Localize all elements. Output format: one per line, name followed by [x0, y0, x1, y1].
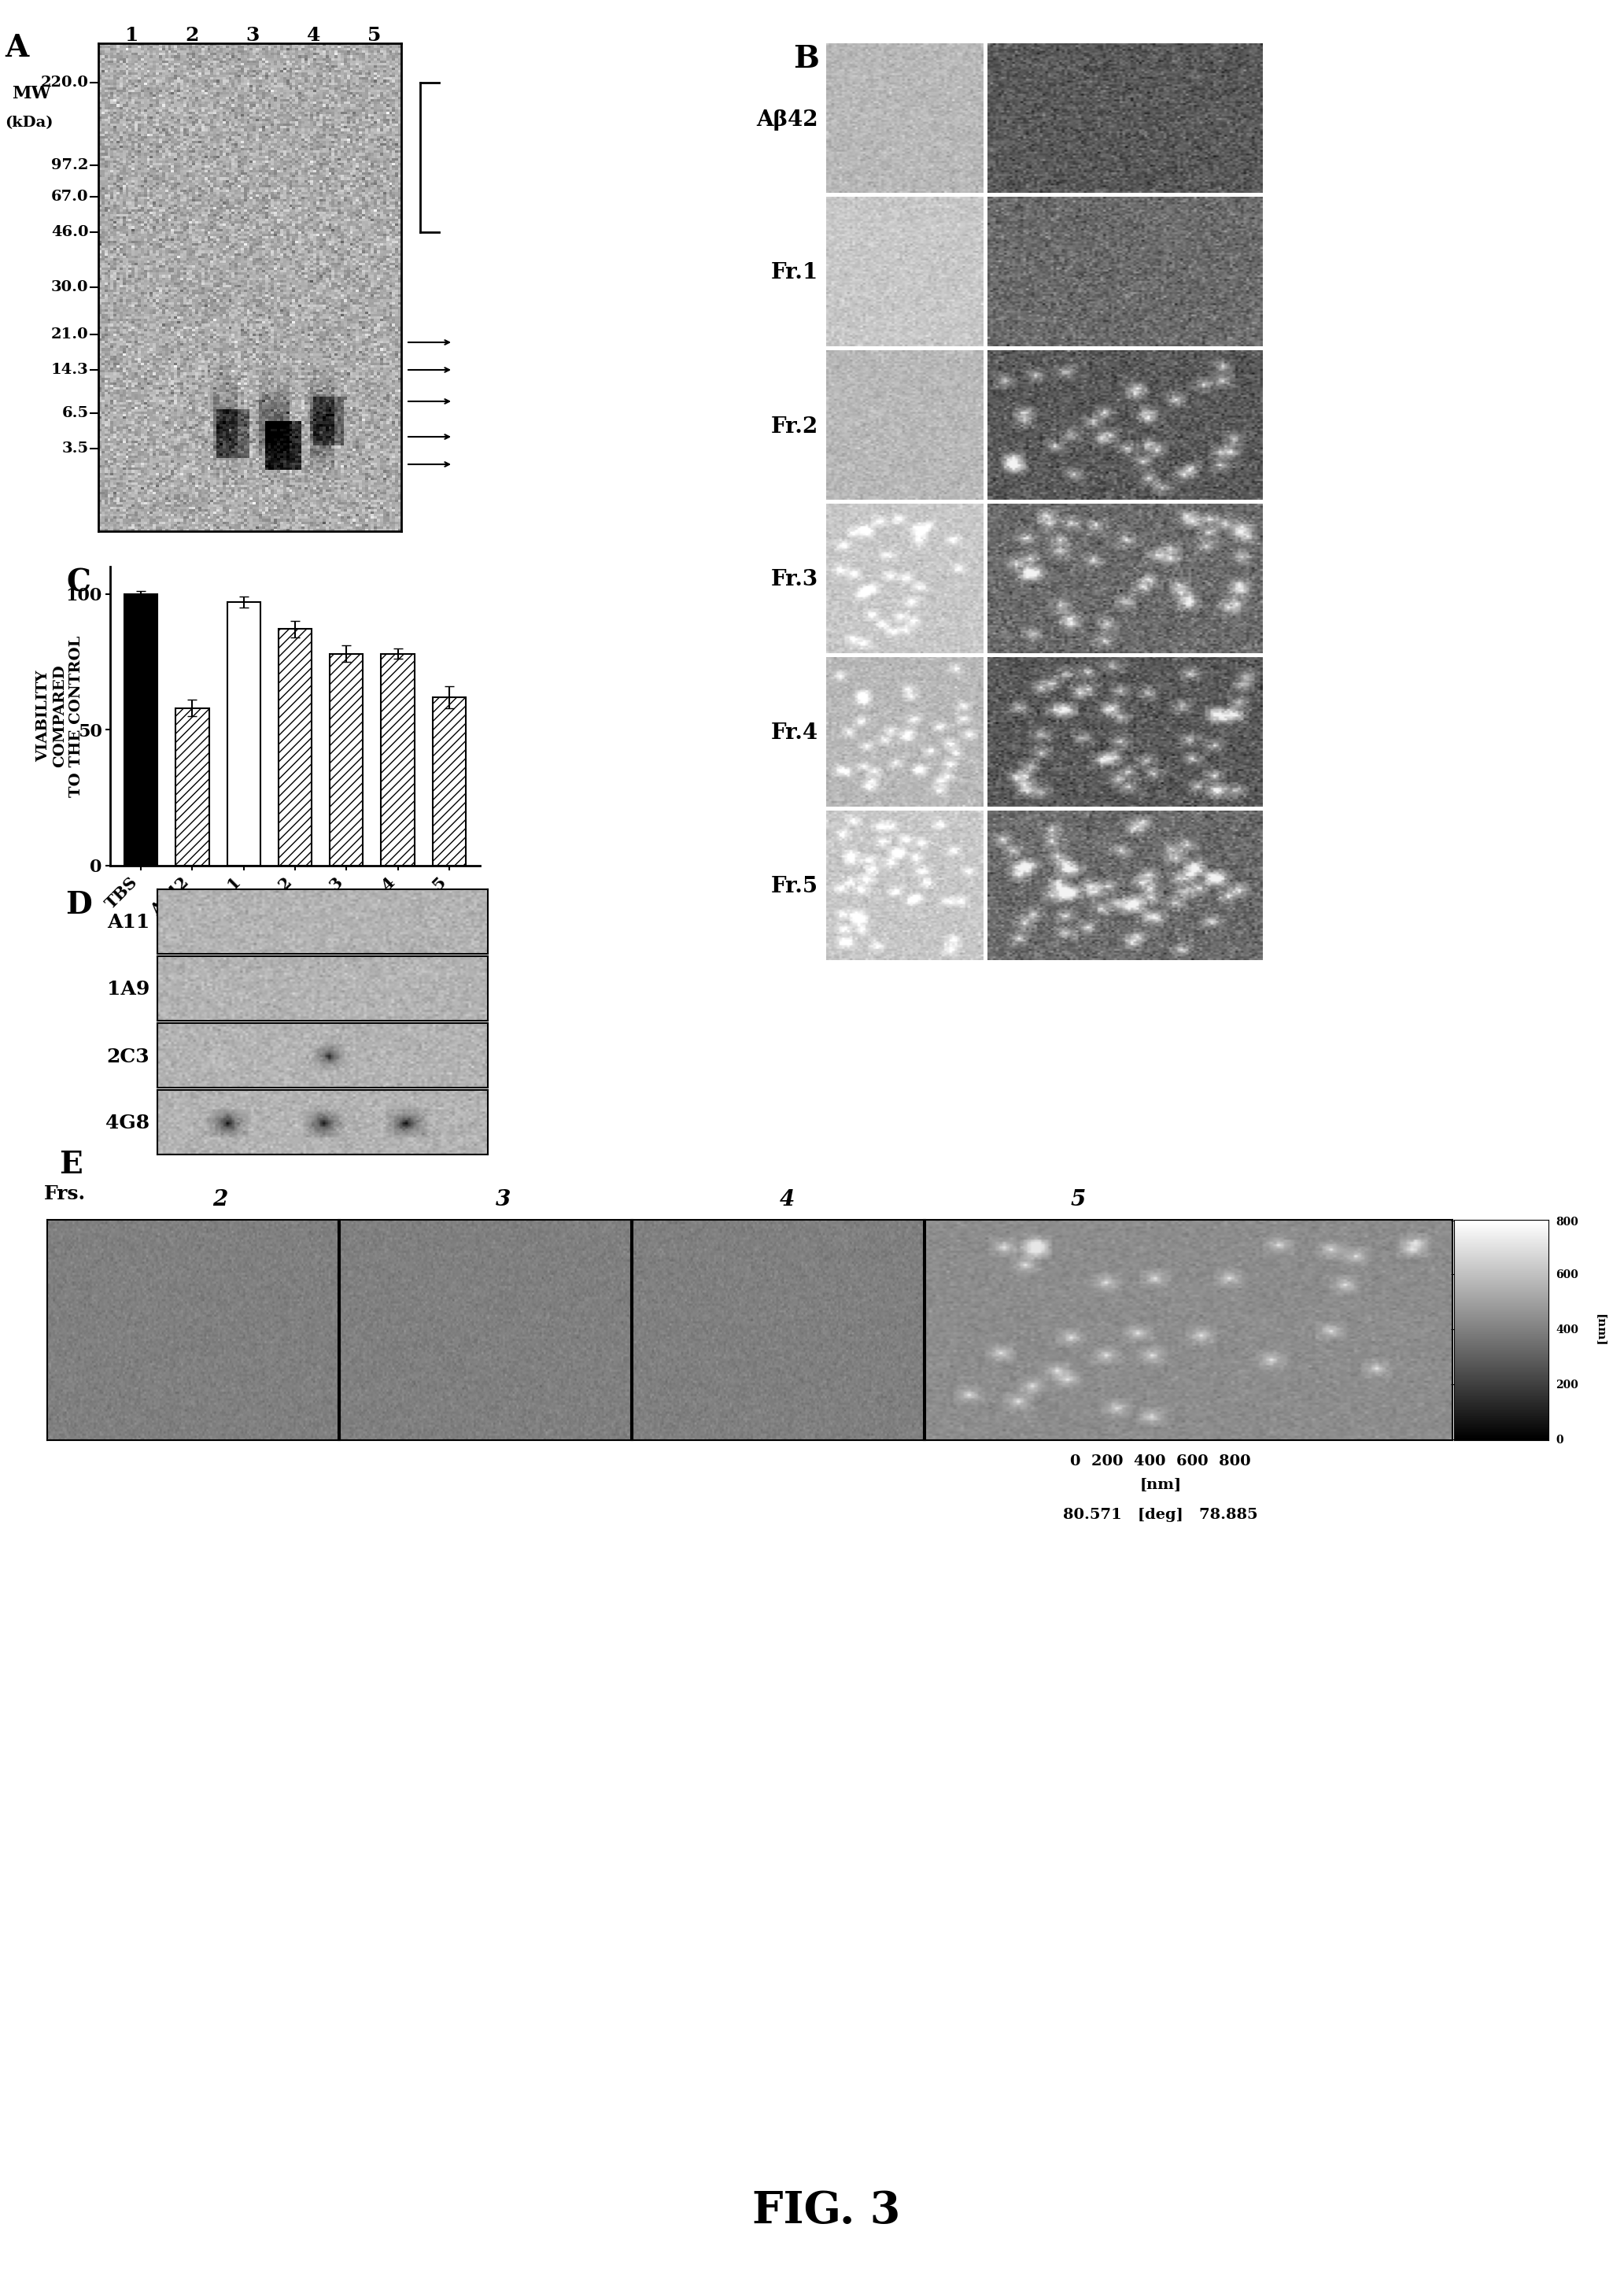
- Text: 30.0: 30.0: [50, 279, 89, 295]
- Text: C: C: [67, 568, 91, 598]
- Text: 67.0: 67.0: [50, 189, 89, 204]
- Bar: [382, 654, 414, 866]
- Text: 2C3: 2C3: [107, 1047, 149, 1066]
- Bar: [278, 629, 312, 866]
- Text: Fr.5: Fr.5: [771, 877, 818, 897]
- Text: 2: 2: [185, 25, 200, 45]
- Bar: [432, 698, 466, 866]
- Text: FIG. 3: FIG. 3: [752, 2190, 900, 2233]
- Text: 3: 3: [495, 1191, 512, 1211]
- Text: 5: 5: [1070, 1191, 1085, 1211]
- Text: Fr.3: Fr.3: [771, 570, 818, 591]
- Text: E: E: [58, 1150, 83, 1179]
- Text: 2: 2: [213, 1191, 227, 1211]
- Text: B: B: [794, 43, 820, 75]
- Text: A11: A11: [107, 913, 149, 932]
- Text: Fr.2: Fr.2: [771, 416, 818, 436]
- Text: Fr.4: Fr.4: [771, 722, 818, 745]
- Text: 4: 4: [307, 25, 320, 45]
- Y-axis label: VIABILITY
COMPARED
TO THE CONTROL: VIABILITY COMPARED TO THE CONTROL: [37, 636, 83, 797]
- Bar: [125, 593, 158, 866]
- Text: 1: 1: [125, 25, 138, 45]
- Text: 1A9: 1A9: [107, 979, 149, 1000]
- Bar: [330, 654, 364, 866]
- Y-axis label: [nm]: [nm]: [1595, 1313, 1606, 1347]
- Text: Frs.: Frs.: [44, 1184, 86, 1204]
- Text: 46.0: 46.0: [50, 225, 89, 239]
- Text: 0  200  400  600  800: 0 200 400 600 800: [1070, 1454, 1250, 1468]
- Text: 5: 5: [367, 25, 382, 45]
- Text: A: A: [5, 34, 29, 64]
- Text: 6.5: 6.5: [62, 407, 89, 420]
- Text: 14.3: 14.3: [50, 364, 89, 377]
- Text: 220.0: 220.0: [41, 75, 89, 89]
- Text: (kDa): (kDa): [5, 116, 54, 130]
- Text: Fr.1: Fr.1: [771, 264, 818, 284]
- Bar: [227, 602, 260, 866]
- Text: 4: 4: [780, 1191, 794, 1211]
- Text: MW: MW: [11, 84, 50, 102]
- Text: Aβ42: Aβ42: [757, 109, 818, 130]
- Text: D: D: [65, 891, 93, 920]
- Text: 80.571   [deg]   78.885: 80.571 [deg] 78.885: [1064, 1509, 1259, 1522]
- Text: 97.2: 97.2: [52, 159, 89, 173]
- Text: 4G8: 4G8: [106, 1113, 149, 1134]
- Text: 21.0: 21.0: [50, 327, 89, 341]
- Text: 3: 3: [245, 25, 260, 45]
- Bar: [175, 709, 209, 866]
- Text: 3.5: 3.5: [62, 441, 89, 457]
- Text: [nm]: [nm]: [1140, 1477, 1182, 1493]
